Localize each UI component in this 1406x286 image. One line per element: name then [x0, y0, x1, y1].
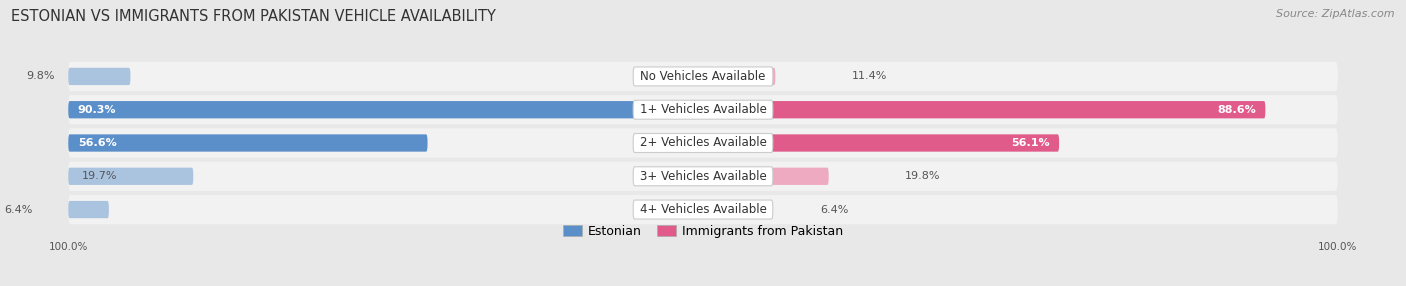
- Text: No Vehicles Available: No Vehicles Available: [640, 70, 766, 83]
- FancyBboxPatch shape: [69, 134, 427, 152]
- Text: 9.8%: 9.8%: [25, 72, 55, 82]
- FancyBboxPatch shape: [69, 201, 108, 218]
- FancyBboxPatch shape: [69, 62, 1337, 91]
- Text: ESTONIAN VS IMMIGRANTS FROM PAKISTAN VEHICLE AVAILABILITY: ESTONIAN VS IMMIGRANTS FROM PAKISTAN VEH…: [11, 9, 496, 23]
- Text: 3+ Vehicles Available: 3+ Vehicles Available: [640, 170, 766, 183]
- FancyBboxPatch shape: [69, 168, 193, 185]
- Text: 19.7%: 19.7%: [82, 171, 117, 181]
- Text: 2+ Vehicles Available: 2+ Vehicles Available: [640, 136, 766, 150]
- Text: 6.4%: 6.4%: [820, 204, 848, 214]
- FancyBboxPatch shape: [633, 100, 773, 119]
- FancyBboxPatch shape: [69, 128, 1337, 158]
- FancyBboxPatch shape: [69, 162, 1337, 191]
- FancyBboxPatch shape: [703, 201, 744, 218]
- FancyBboxPatch shape: [69, 95, 1337, 124]
- Text: 19.8%: 19.8%: [905, 171, 941, 181]
- FancyBboxPatch shape: [633, 134, 773, 152]
- FancyBboxPatch shape: [703, 134, 1059, 152]
- FancyBboxPatch shape: [633, 167, 773, 186]
- Text: 56.1%: 56.1%: [1011, 138, 1049, 148]
- Text: 1+ Vehicles Available: 1+ Vehicles Available: [640, 103, 766, 116]
- Text: 6.4%: 6.4%: [4, 204, 32, 214]
- Text: 56.6%: 56.6%: [77, 138, 117, 148]
- FancyBboxPatch shape: [703, 101, 1265, 118]
- FancyBboxPatch shape: [69, 195, 1337, 224]
- FancyBboxPatch shape: [633, 200, 773, 219]
- Text: Source: ZipAtlas.com: Source: ZipAtlas.com: [1277, 9, 1395, 19]
- Text: 4+ Vehicles Available: 4+ Vehicles Available: [640, 203, 766, 216]
- Text: 90.3%: 90.3%: [77, 105, 117, 115]
- FancyBboxPatch shape: [703, 68, 775, 85]
- FancyBboxPatch shape: [69, 68, 131, 85]
- FancyBboxPatch shape: [69, 101, 641, 118]
- FancyBboxPatch shape: [703, 168, 828, 185]
- Legend: Estonian, Immigrants from Pakistan: Estonian, Immigrants from Pakistan: [558, 220, 848, 243]
- Text: 11.4%: 11.4%: [852, 72, 887, 82]
- FancyBboxPatch shape: [633, 67, 773, 86]
- Text: 88.6%: 88.6%: [1218, 105, 1256, 115]
